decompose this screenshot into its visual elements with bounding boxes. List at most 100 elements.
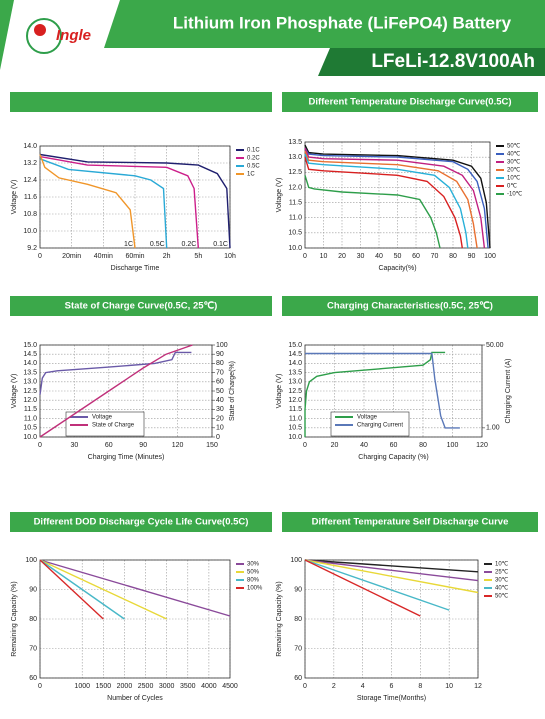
- x-tick-label: 60: [390, 442, 398, 449]
- series-line: [304, 175, 441, 249]
- y2-axis-label: Charging Current (A): [505, 359, 512, 424]
- legend-label: 30℃: [507, 160, 521, 166]
- y-tick-label: 13.5: [288, 139, 302, 146]
- x-axis-label: Discharge Time: [111, 265, 160, 272]
- x-tick-label: 20: [338, 253, 346, 260]
- legend-label: 1C: [247, 172, 255, 178]
- y-tick-label: 10.0: [288, 434, 302, 441]
- title-bar: [282, 512, 538, 532]
- x-tick-label: 90: [139, 442, 147, 449]
- series-line: [304, 153, 469, 249]
- x-tick-label: 8: [418, 683, 422, 690]
- series-line: [305, 352, 460, 429]
- y-axis-label: Voltage (V): [276, 374, 283, 409]
- y2-tick-label: 40: [216, 397, 224, 404]
- y-tick-label: 70: [29, 645, 37, 652]
- y-tick-label: 90: [294, 586, 302, 593]
- x-tick-label: 0: [303, 683, 307, 690]
- x-tick-label: 60: [105, 442, 113, 449]
- x-tick-label: 0: [38, 683, 42, 690]
- x-tick-label: 1500: [96, 683, 112, 690]
- doc-title: Lithium Iron Phosphate (LiFePO4) Battery: [173, 13, 512, 32]
- x-tick-label: 50: [394, 253, 402, 260]
- y-tick-label: 12.5: [23, 388, 37, 395]
- x-tick-label: 60min: [125, 253, 144, 260]
- x-tick-label: 80: [449, 253, 457, 260]
- y-tick-label: 13.5: [288, 369, 302, 376]
- x-tick-label: 4500: [222, 683, 238, 690]
- x-tick-label: 0: [38, 253, 42, 260]
- y-tick-label: 10.0: [23, 434, 37, 441]
- chart-title: Charging Characteristics(0.5C, 25℃): [327, 301, 493, 312]
- series-line: [39, 559, 125, 620]
- y-tick-label: 10.0: [288, 245, 302, 252]
- x-tick-label: 10h: [224, 253, 236, 260]
- x-tick-label: 2: [332, 683, 336, 690]
- y-tick-label: 12.0: [23, 397, 37, 404]
- y2-axis-label: State of Charge(%): [229, 361, 236, 421]
- end-label: 0.1C: [213, 241, 228, 248]
- series-line: [39, 155, 199, 249]
- series-line: [304, 559, 479, 573]
- legend-label: -10℃: [507, 192, 523, 198]
- y-tick-label: 11.5: [289, 406, 302, 413]
- x-tick-label: 12: [474, 683, 482, 690]
- title-bar: [282, 296, 538, 316]
- x-tick-label: 2000: [117, 683, 133, 690]
- y-tick-label: 13.0: [23, 379, 37, 386]
- series-line: [304, 559, 450, 611]
- y-tick-label: 90: [29, 586, 37, 593]
- chart-title: State of Charge Curve(0.5C, 25℃): [65, 301, 218, 312]
- series-line: [304, 351, 446, 437]
- series-line: [304, 147, 486, 249]
- title-bar: [10, 512, 272, 532]
- y-tick-label: 10.8: [23, 211, 37, 218]
- end-label: 1C: [124, 241, 133, 248]
- y-tick-label: 12.0: [288, 397, 302, 404]
- x-tick-label: 60: [412, 253, 420, 260]
- x-tick-label: 120: [172, 442, 184, 449]
- header-band: [104, 0, 545, 48]
- legend-label: 50%: [247, 570, 260, 576]
- series-line: [304, 144, 491, 249]
- y-tick-label: 11.0: [24, 415, 37, 422]
- chart-title: Different DOD Discharge Cycle Life Curve…: [34, 517, 249, 528]
- x-tick-label: 4: [361, 683, 365, 690]
- x-tick-label: 40: [375, 253, 383, 260]
- y-tick-label: 15.0: [288, 342, 302, 349]
- legend-label: 40℃: [495, 586, 509, 592]
- x-axis-label: Charging Time (Minutes): [88, 454, 165, 461]
- x-tick-label: 20min: [62, 253, 81, 260]
- x-axis-label: Number of Cycles: [107, 695, 163, 702]
- x-axis-label: Capacity(%): [378, 265, 416, 272]
- series-line: [304, 559, 479, 582]
- plot-frame: [39, 559, 231, 679]
- plot-frame: [304, 559, 479, 679]
- series-line: [39, 351, 192, 395]
- logo-mark: [34, 24, 46, 36]
- chart-title: Different Temperature Self Discharge Cur…: [312, 517, 509, 528]
- y2-tick-label: 50: [216, 388, 224, 395]
- y-tick-label: 12.5: [288, 169, 302, 176]
- model-band: [318, 48, 545, 76]
- end-label: 0.2C: [182, 241, 197, 248]
- y-tick-label: 14.5: [23, 351, 37, 358]
- legend-label: State of Charge: [92, 423, 135, 429]
- x-tick-label: 100: [484, 253, 496, 260]
- y-axis-label: Voltage (V): [11, 180, 18, 215]
- series-line: [39, 559, 231, 617]
- title-bar: [10, 92, 272, 112]
- y2-tick-label: 0: [216, 434, 220, 441]
- legend-label: Voltage: [357, 415, 378, 421]
- y2-tick-label: 100: [216, 342, 228, 349]
- y-tick-label: 14.0: [23, 360, 37, 367]
- legend-label: 10℃: [507, 176, 521, 182]
- plot-frame: [304, 141, 491, 249]
- y-tick-label: 11.0: [289, 215, 302, 222]
- y2-tick-label: 30: [216, 406, 224, 413]
- legend-label: 100%: [247, 586, 263, 592]
- y-axis-label: Voltage (V): [276, 178, 283, 213]
- x-tick-label: 150: [206, 442, 218, 449]
- series-line: [304, 559, 479, 594]
